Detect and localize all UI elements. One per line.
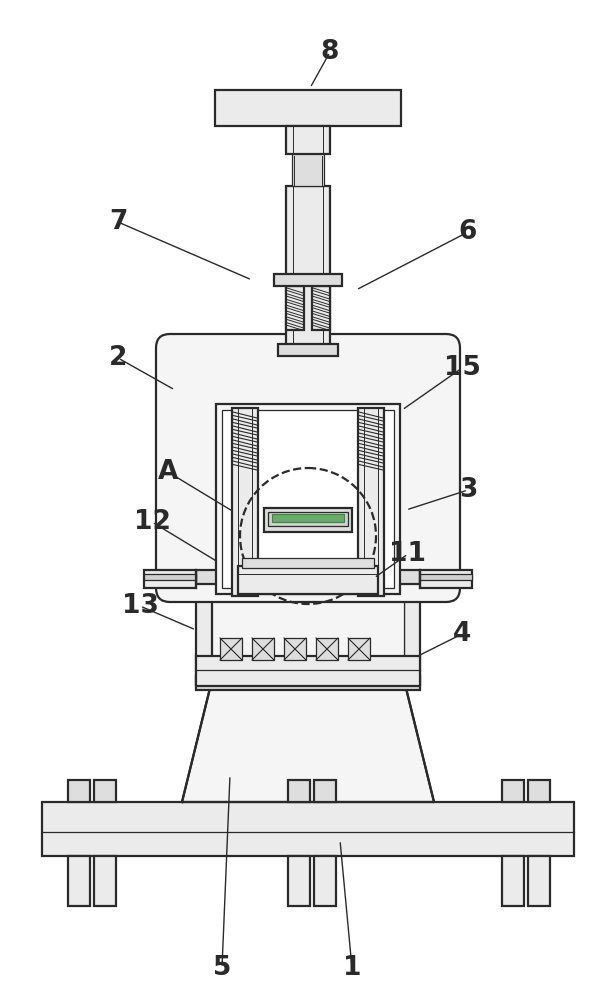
Text: 2: 2 xyxy=(109,345,127,371)
Bar xyxy=(274,274,342,286)
FancyBboxPatch shape xyxy=(156,334,460,602)
Bar xyxy=(215,90,401,126)
Text: 5: 5 xyxy=(213,955,231,981)
Bar xyxy=(528,856,550,906)
Bar xyxy=(288,856,310,906)
Bar xyxy=(242,558,374,568)
Bar xyxy=(68,780,90,802)
Text: 4: 4 xyxy=(453,621,471,647)
Bar xyxy=(348,638,370,660)
Polygon shape xyxy=(182,680,434,802)
Bar xyxy=(420,570,472,588)
Bar xyxy=(288,780,310,802)
Text: 11: 11 xyxy=(389,541,426,567)
Bar xyxy=(216,404,400,594)
Text: 3: 3 xyxy=(459,477,477,503)
Bar xyxy=(196,656,420,686)
Bar xyxy=(316,638,338,660)
Bar xyxy=(196,676,420,690)
Bar xyxy=(278,344,338,356)
Bar xyxy=(404,584,420,684)
Bar xyxy=(264,508,352,532)
Text: 6: 6 xyxy=(459,219,477,245)
Bar xyxy=(144,574,196,580)
Bar xyxy=(238,566,378,594)
Bar xyxy=(222,410,394,588)
Bar xyxy=(232,408,258,596)
Bar xyxy=(220,638,242,660)
Bar xyxy=(420,574,472,580)
Text: 7: 7 xyxy=(109,209,127,235)
Bar xyxy=(286,126,330,154)
Bar xyxy=(94,856,116,906)
Bar xyxy=(286,286,304,330)
Bar xyxy=(358,408,384,596)
Bar xyxy=(196,570,420,584)
Bar xyxy=(272,514,344,522)
Bar xyxy=(196,584,212,684)
Text: 13: 13 xyxy=(121,593,158,619)
Bar xyxy=(286,186,330,348)
Text: 1: 1 xyxy=(342,955,361,981)
Text: A: A xyxy=(158,459,178,485)
Bar xyxy=(212,584,404,676)
Bar xyxy=(68,856,90,906)
Bar xyxy=(528,780,550,802)
Bar xyxy=(268,512,348,526)
Bar xyxy=(314,856,336,906)
Bar xyxy=(144,570,196,588)
Bar xyxy=(42,802,574,856)
Bar xyxy=(502,856,524,906)
Text: 15: 15 xyxy=(444,355,480,381)
Bar xyxy=(502,780,524,802)
Bar xyxy=(252,638,274,660)
Text: 8: 8 xyxy=(321,39,339,65)
Bar xyxy=(312,286,330,330)
Bar xyxy=(94,780,116,802)
Bar xyxy=(292,154,324,186)
Bar xyxy=(314,780,336,802)
Bar xyxy=(284,638,306,660)
Text: 12: 12 xyxy=(134,509,171,535)
